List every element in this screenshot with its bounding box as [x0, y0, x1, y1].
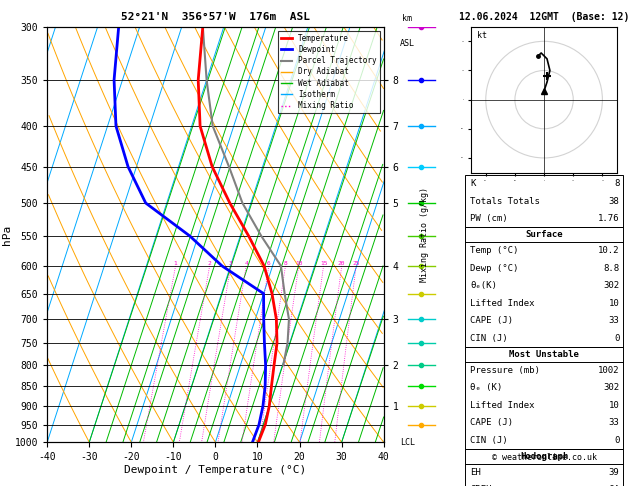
- Text: 1.76: 1.76: [598, 214, 620, 223]
- Text: Lifted Index: Lifted Index: [470, 299, 535, 308]
- Text: 1: 1: [174, 261, 177, 266]
- Text: 6: 6: [267, 261, 270, 266]
- Text: 25: 25: [352, 261, 360, 266]
- Text: 0: 0: [614, 436, 620, 445]
- Text: CIN (J): CIN (J): [470, 436, 508, 445]
- Text: 33: 33: [609, 316, 620, 325]
- Text: Totals Totals: Totals Totals: [470, 197, 540, 206]
- Text: CAPE (J): CAPE (J): [470, 316, 513, 325]
- Text: Most Unstable: Most Unstable: [509, 350, 579, 359]
- Text: θₑ(K): θₑ(K): [470, 281, 498, 290]
- Text: Pressure (mb): Pressure (mb): [470, 366, 540, 375]
- Text: 4: 4: [244, 261, 248, 266]
- Text: km: km: [403, 14, 412, 22]
- Text: Surface: Surface: [525, 230, 563, 239]
- Text: Mixing Ratio (g/kg): Mixing Ratio (g/kg): [420, 187, 429, 282]
- Text: 302: 302: [603, 281, 620, 290]
- Text: 302: 302: [603, 383, 620, 392]
- Text: kt: kt: [477, 32, 487, 40]
- Y-axis label: hPa: hPa: [2, 225, 12, 244]
- Text: 38: 38: [609, 197, 620, 206]
- Text: 3: 3: [229, 261, 233, 266]
- Text: 10: 10: [295, 261, 303, 266]
- Text: EH: EH: [470, 468, 481, 477]
- Text: Dewp (°C): Dewp (°C): [470, 264, 519, 273]
- Text: 12.06.2024  12GMT  (Base: 12): 12.06.2024 12GMT (Base: 12): [459, 12, 629, 22]
- Text: ASL: ASL: [400, 39, 415, 48]
- Text: 10: 10: [609, 299, 620, 308]
- X-axis label: Dewpoint / Temperature (°C): Dewpoint / Temperature (°C): [125, 465, 306, 475]
- Text: Hodograph: Hodograph: [520, 452, 568, 461]
- Text: 8: 8: [614, 179, 620, 188]
- Text: CIN (J): CIN (J): [470, 334, 508, 343]
- Text: 33: 33: [609, 418, 620, 427]
- Text: 8.8: 8.8: [603, 264, 620, 273]
- Legend: Temperature, Dewpoint, Parcel Trajectory, Dry Adiabat, Wet Adiabat, Isotherm, Mi: Temperature, Dewpoint, Parcel Trajectory…: [277, 31, 380, 113]
- Text: 10: 10: [609, 401, 620, 410]
- Text: K: K: [470, 179, 476, 188]
- Text: 8: 8: [284, 261, 287, 266]
- Text: LCL: LCL: [400, 438, 415, 447]
- Text: 1002: 1002: [598, 366, 620, 375]
- Text: CAPE (J): CAPE (J): [470, 418, 513, 427]
- Text: 0: 0: [614, 334, 620, 343]
- Text: 39: 39: [609, 468, 620, 477]
- Text: 15: 15: [320, 261, 327, 266]
- Text: PW (cm): PW (cm): [470, 214, 508, 223]
- Text: 10.2: 10.2: [598, 246, 620, 255]
- Text: 2: 2: [208, 261, 211, 266]
- Text: Lifted Index: Lifted Index: [470, 401, 535, 410]
- Text: θₑ (K): θₑ (K): [470, 383, 503, 392]
- Text: Temp (°C): Temp (°C): [470, 246, 519, 255]
- Text: 52°21'N  356°57'W  176m  ASL: 52°21'N 356°57'W 176m ASL: [121, 12, 310, 22]
- Text: © weatheronline.co.uk: © weatheronline.co.uk: [492, 452, 596, 462]
- Text: 20: 20: [338, 261, 345, 266]
